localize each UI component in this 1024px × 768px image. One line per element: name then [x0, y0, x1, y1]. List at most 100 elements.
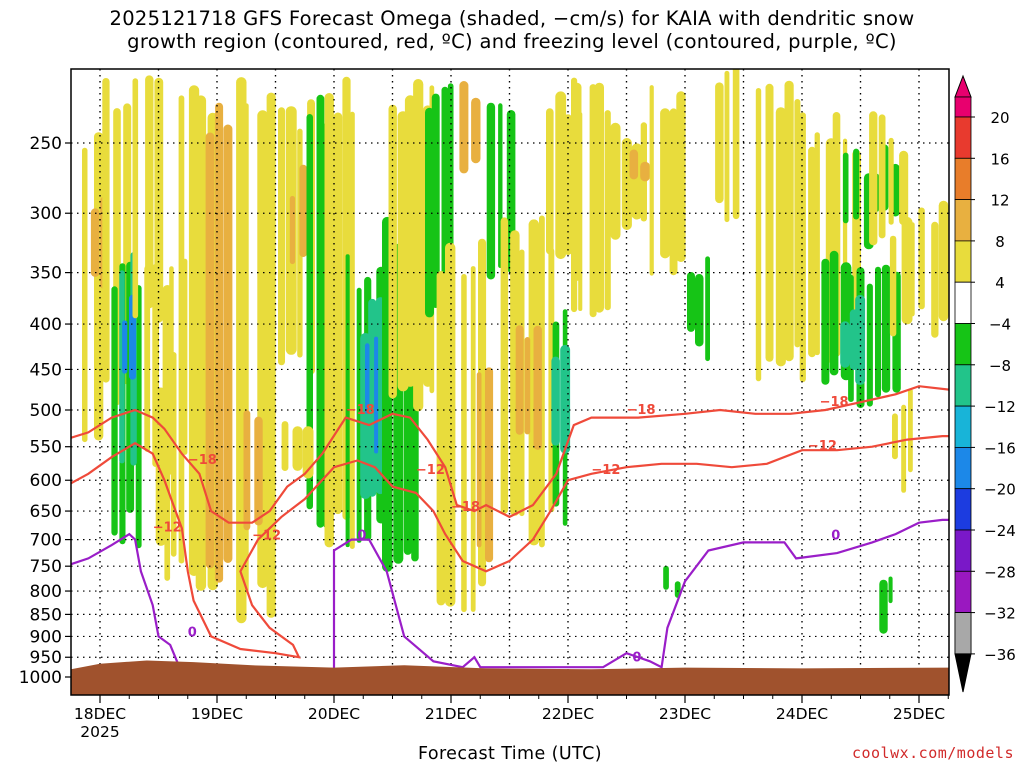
contour-label: −12	[252, 529, 281, 544]
omega-patch	[461, 274, 467, 612]
colorbar-swatch	[954, 199, 972, 242]
omega-patch	[223, 124, 233, 563]
omega-patch	[551, 356, 560, 446]
colorbar-top-arrow	[954, 74, 972, 98]
omega-patch	[145, 75, 154, 309]
omega-patch	[425, 107, 434, 318]
omega-patch	[938, 200, 949, 322]
omega-patch	[705, 256, 710, 362]
omega-patch	[470, 266, 476, 612]
x-tick-label: 25DEC	[893, 705, 945, 723]
omega-patch	[486, 102, 496, 280]
contour-label: 0	[632, 650, 641, 665]
colorbar-label: −12	[984, 398, 1016, 416]
omega-patch	[289, 195, 296, 265]
y-axis: 2503003504004505005506006507007508008509…	[19, 134, 71, 688]
colorbar-label: 16	[990, 150, 1009, 168]
omega-patch	[254, 416, 263, 526]
contour-label: −12	[591, 463, 620, 478]
contour-label: −12	[808, 439, 837, 454]
omega-patch	[413, 79, 424, 412]
omega-patch	[676, 91, 686, 262]
colorbar-swatch	[954, 96, 972, 118]
omega-patch	[649, 85, 654, 276]
omega-patch	[388, 104, 397, 399]
omega-patch	[546, 108, 554, 255]
contour-label: −18	[627, 403, 656, 418]
omega-patch	[869, 111, 878, 246]
omega-patch	[154, 77, 164, 323]
omega-patch	[908, 388, 913, 473]
y-tick-label: 850	[30, 605, 62, 625]
colorbar-swatch	[954, 570, 972, 613]
omega-patch	[90, 208, 100, 277]
y-tick-label: 250	[30, 134, 62, 154]
omega-patch	[510, 230, 520, 516]
colorbar-swatch	[954, 364, 972, 407]
omega-patch	[122, 320, 128, 374]
omega-patch	[345, 254, 350, 548]
colorbar-label: −36	[984, 646, 1016, 664]
contour-label: 0	[357, 529, 366, 544]
omega-patch	[471, 97, 481, 164]
omega-patch	[604, 110, 611, 311]
omega-patch	[879, 579, 888, 634]
x-tick-year-label: 2025	[80, 723, 119, 741]
omega-patch	[111, 286, 118, 536]
y-tick-label: 350	[30, 264, 62, 284]
omega-patch	[594, 82, 604, 313]
x-tick-label: 20DEC	[308, 705, 360, 723]
omega-patch	[563, 114, 573, 255]
freezing-level-contour	[71, 518, 949, 675]
omega-patch	[476, 372, 482, 548]
omega-patch	[431, 93, 440, 308]
omega-patch	[533, 325, 542, 450]
omega-patch	[732, 69, 740, 220]
ground-terrain	[71, 660, 949, 695]
x-axis: 18DEC 19DEC 20DEC 21DEC 22DEC 23DEC 24DEC 25DEC…	[74, 695, 949, 741]
chart-title-line-1: 2025121718 GFS Forecast Omega (shaded, −…	[109, 7, 915, 30]
omega-patch	[901, 217, 913, 325]
colorbar-swatch	[954, 488, 972, 531]
colorbar-swatch	[954, 240, 972, 283]
omega-patch	[436, 271, 446, 606]
omega-patch	[349, 111, 355, 550]
colorbar-label: −16	[984, 439, 1016, 457]
omega-patch	[459, 81, 469, 174]
colorbar-label: 4	[995, 274, 1005, 292]
omega-shading	[82, 69, 949, 634]
omega-patch	[524, 337, 531, 435]
omega-patch	[170, 352, 177, 557]
omega-patch	[266, 92, 276, 618]
omega-patch	[404, 95, 416, 387]
omega-patch	[799, 112, 806, 383]
omega-patch	[892, 413, 898, 460]
colorbar-label: −28	[984, 563, 1016, 581]
credit-link[interactable]: coolwx.com/models	[851, 744, 1014, 762]
colorbar-swatch	[954, 612, 972, 655]
colorbar-legend: 20 16 12 8 4 −4 −8 −12 −16 −20 −24 −28 −32 −36	[954, 74, 1016, 693]
omega-patch	[755, 88, 762, 382]
omega-patch	[660, 108, 671, 259]
omega-patch	[278, 107, 285, 366]
colorbar-swatch	[954, 157, 972, 201]
x-tick-label: 22DEC	[542, 705, 594, 723]
omega-patch	[82, 147, 88, 443]
colorbar-swatch	[954, 446, 972, 490]
omega-patch	[560, 344, 571, 454]
contour-label: −18	[188, 453, 217, 468]
colorbar-label: 12	[990, 192, 1009, 210]
omega-patch	[881, 264, 891, 393]
contour-label: −12	[153, 520, 182, 535]
omega-patch	[687, 272, 695, 332]
y-tick-label: 600	[30, 471, 62, 491]
plot-grid	[71, 69, 949, 695]
omega-patch	[931, 221, 939, 338]
colorbar-swatch	[954, 405, 972, 448]
omega-patch	[629, 149, 639, 180]
contour-label: 0	[188, 625, 197, 640]
omega-patch	[640, 161, 650, 182]
y-tick-label: 1000	[19, 668, 62, 688]
contour-label: −18	[451, 500, 480, 515]
colorbar-swatch	[954, 116, 972, 159]
